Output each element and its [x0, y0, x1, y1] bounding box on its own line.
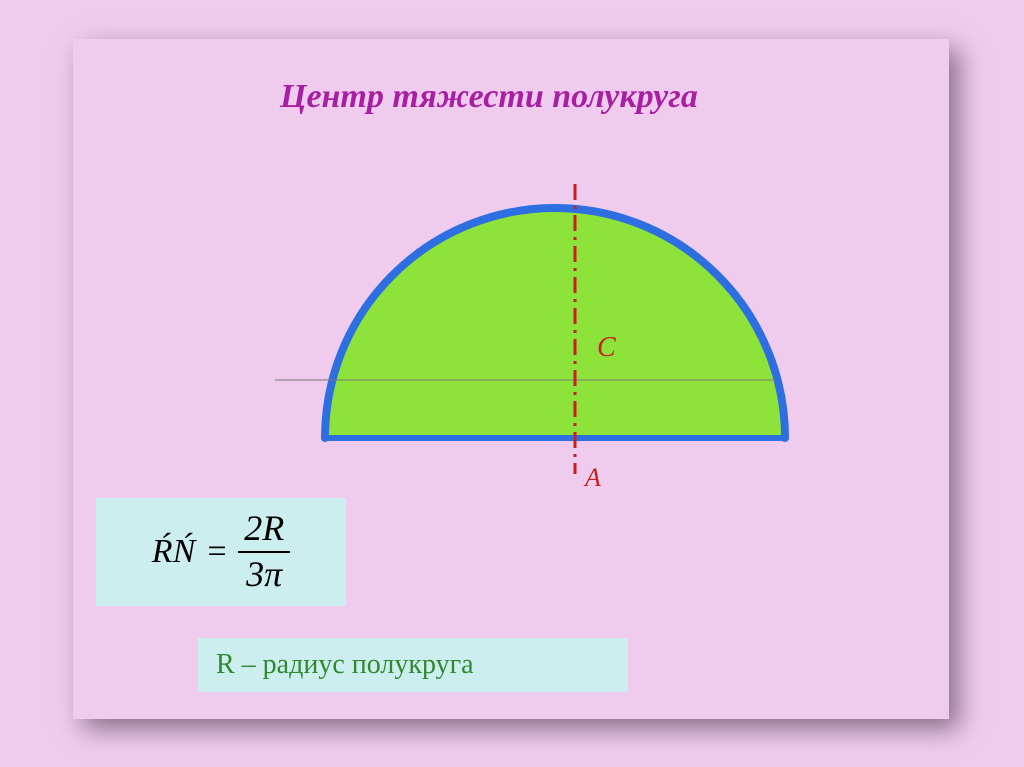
- formula-bar: [238, 551, 290, 553]
- formula-numerator: 2R: [238, 510, 290, 548]
- caption-text: R – радиус полукруга: [216, 649, 474, 681]
- formula-lhs: ŔŃ: [152, 533, 195, 571]
- label-A: A: [583, 463, 601, 492]
- outer-canvas: Центр тяжести полукруга CA ŔŃ = 2R 3π R …: [0, 0, 1024, 767]
- label-C: C: [597, 332, 616, 363]
- semicircle-diagram: CA: [255, 190, 775, 480]
- slide-title: Центр тяжести полукруга: [280, 78, 698, 116]
- caption-box: R – радиус полукруга: [198, 638, 628, 692]
- slide: Центр тяжести полукруга CA ŔŃ = 2R 3π R …: [73, 39, 949, 719]
- formula-denominator: 3π: [240, 556, 288, 594]
- formula-fraction: 2R 3π: [238, 510, 290, 594]
- formula: ŔŃ = 2R 3π: [152, 510, 290, 594]
- diagram-svg: CA: [255, 190, 775, 480]
- formula-eq: =: [205, 533, 228, 571]
- formula-box: ŔŃ = 2R 3π: [96, 498, 346, 606]
